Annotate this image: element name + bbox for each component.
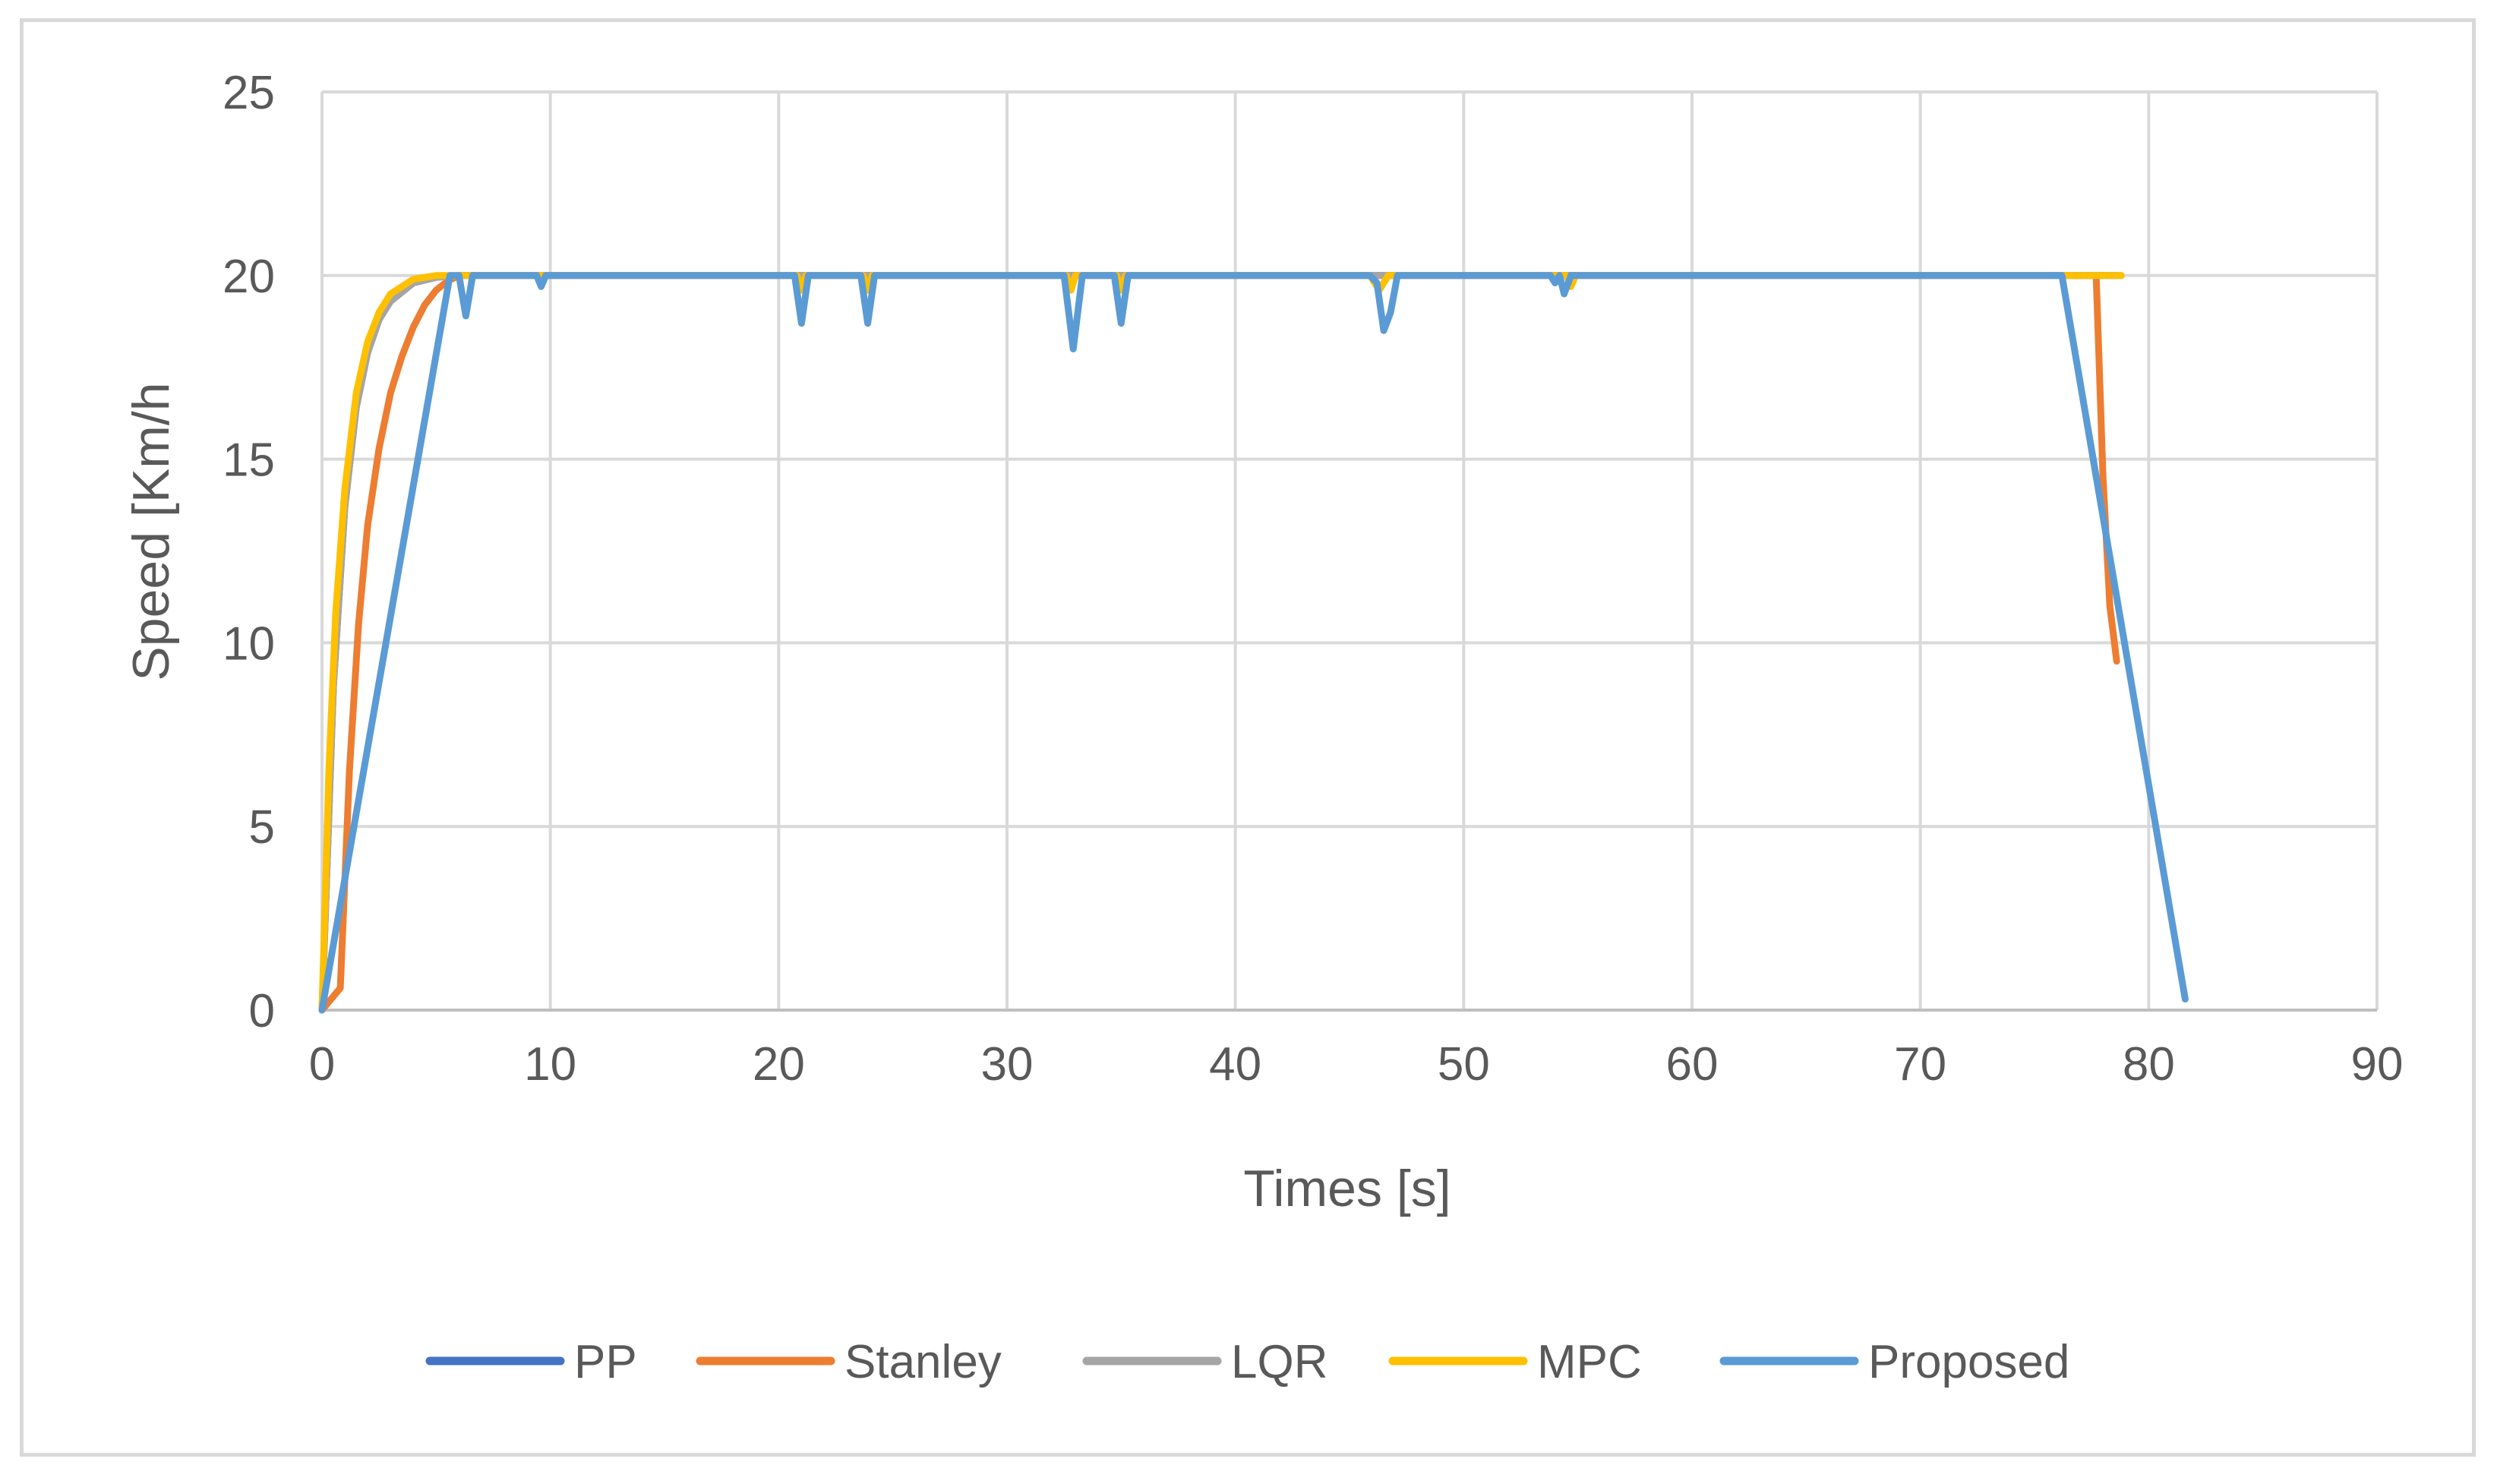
series-line-proposed (318, 272, 2189, 1014)
y-tick-label: 20 (223, 251, 275, 303)
x-tick-label: 90 (2351, 1038, 2404, 1091)
series-line-stanley (318, 272, 2120, 1014)
y-tick-label: 5 (249, 801, 275, 854)
y-tick-labels: 0 5 10 15 20 25 (223, 67, 275, 1037)
axes (320, 92, 2377, 1012)
x-tick-labels: 0 10 20 30 40 50 60 70 80 90 (309, 1038, 2404, 1091)
x-tick-label: 70 (1894, 1038, 1946, 1091)
legend-label-pp: PP (574, 1336, 637, 1388)
x-tick-label: 0 (309, 1038, 335, 1091)
y-tick-label: 10 (223, 617, 275, 670)
x-tick-label: 80 (2123, 1038, 2175, 1091)
legend-label-mpc: MPC (1537, 1336, 1642, 1388)
y-axis-title: Speed [Km/h (122, 382, 180, 680)
x-tick-label: 20 (753, 1038, 805, 1091)
legend-label-lqr: LQR (1231, 1336, 1327, 1388)
x-tick-label: 60 (1666, 1038, 1719, 1091)
y-tick-label: 0 (249, 985, 275, 1037)
y-tick-label: 15 (223, 434, 275, 487)
series-lines (318, 272, 2189, 1014)
x-tick-label: 30 (981, 1038, 1034, 1091)
x-tick-label: 10 (524, 1038, 576, 1091)
y-tick-label: 25 (223, 67, 275, 119)
x-axis-title: Times [s] (1243, 1160, 1451, 1217)
legend: PP Stanley LQR MPC Proposed (425, 1336, 2069, 1388)
legend-label-proposed: Proposed (1868, 1336, 2069, 1388)
x-tick-label: 50 (1438, 1038, 1490, 1091)
x-tick-label: 40 (1209, 1038, 1261, 1091)
legend-label-stanley: Stanley (844, 1336, 1002, 1388)
chart-frame (20, 18, 2476, 1457)
gridlines (322, 90, 2379, 1010)
series-line-mpc (318, 272, 2125, 1014)
